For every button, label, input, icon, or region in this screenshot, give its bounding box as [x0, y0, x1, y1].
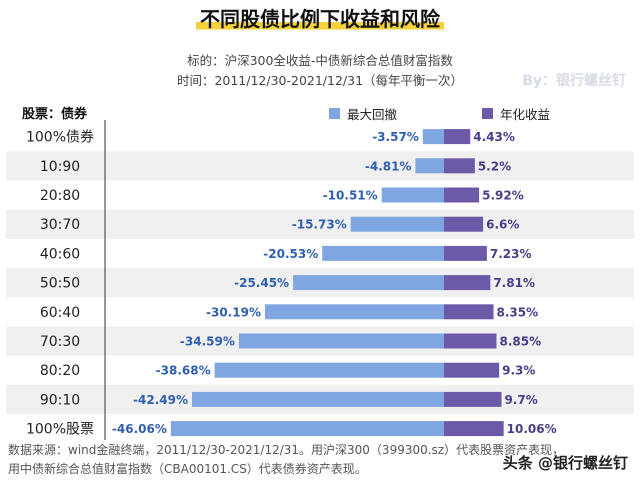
footnote-line-1: 数据来源：wind金融终端，2011/12/30-2021/12/31。用沪深3… — [8, 443, 565, 457]
return-value-label: 8.85% — [499, 335, 541, 349]
drawdown-value-label: -34.59% — [180, 335, 235, 349]
return-value-label: 5.92% — [482, 189, 524, 203]
drawdown-value-label: -15.73% — [292, 218, 347, 232]
drawdown-bar — [350, 216, 444, 232]
category-label: 100%债券 — [26, 130, 94, 146]
brand-credit: 头条 @银行螺丝钉 — [502, 454, 628, 472]
category-label: 40:60 — [40, 246, 80, 262]
return-bar — [444, 216, 484, 232]
drawdown-value-label: -3.57% — [372, 130, 419, 144]
drawdown-value-label: -46.06% — [112, 422, 167, 436]
drawdown-bar — [422, 129, 444, 145]
legend-item-return: 年化收益 — [482, 104, 550, 123]
drawdown-value-label: -25.45% — [234, 276, 289, 290]
legend-label-return: 年化收益 — [500, 107, 551, 122]
drawdown-bar — [264, 304, 444, 320]
drawdown-value-label: -10.51% — [323, 189, 378, 203]
legend-swatch-return — [482, 108, 493, 119]
legend-swatch-drawdown — [329, 108, 340, 119]
return-bar — [444, 129, 471, 145]
row-band — [6, 209, 634, 239]
return-value-label: 8.35% — [497, 305, 539, 319]
category-header: 股票：债券 — [22, 107, 88, 122]
return-bar — [444, 421, 504, 437]
return-value-label: 5.2% — [478, 159, 511, 173]
drawdown-bar — [214, 362, 444, 378]
drawdown-bar — [381, 187, 444, 203]
drawdown-value-label: -42.49% — [133, 393, 188, 407]
subtitle-line-2: 时间：2011/12/30-2021/12/31（每年平衡一次） — [176, 73, 464, 88]
category-label: 100%股票 — [26, 422, 94, 438]
return-value-label: 6.6% — [486, 218, 519, 232]
subtitle-line-1: 标的：沪深300全收益-中债新综合总值财富指数 — [187, 53, 453, 68]
category-label: 70:30 — [40, 334, 80, 350]
return-bar — [444, 187, 480, 203]
return-bar — [444, 245, 487, 261]
drawdown-bar — [322, 245, 444, 261]
return-value-label: 7.23% — [490, 247, 532, 261]
drawdown-value-label: -38.68% — [156, 364, 211, 378]
drawdown-bar — [293, 275, 444, 291]
return-bar — [444, 362, 500, 378]
return-bar — [444, 333, 497, 349]
category-label: 50:50 — [40, 276, 80, 292]
category-label: 30:70 — [40, 217, 80, 233]
legend-item-drawdown: 最大回撤 — [329, 104, 397, 123]
return-bar — [444, 304, 494, 320]
return-value-label: 9.3% — [502, 364, 535, 378]
chart-title: 不同股债比例下收益和风险 — [196, 6, 444, 32]
category-label: 20:80 — [40, 188, 80, 204]
drawdown-bar — [192, 391, 444, 407]
drawdown-value-label: -30.19% — [206, 305, 261, 319]
return-value-label: 7.81% — [493, 276, 535, 290]
drawdown-bar — [170, 421, 444, 437]
return-bar — [444, 158, 475, 174]
return-bar — [444, 275, 491, 291]
return-bar — [444, 391, 502, 407]
legend-label-drawdown: 最大回撤 — [347, 107, 398, 122]
drawdown-bar — [238, 333, 444, 349]
category-label: 90:10 — [40, 392, 80, 408]
drawdown-value-label: -4.81% — [365, 159, 412, 173]
category-label: 80:20 — [40, 363, 80, 379]
footnote-line-2: 用中债新综合总值财富指数（CBA00101.CS）代表债券资产表现。 — [8, 462, 367, 476]
title-container: 不同股债比例下收益和风险 — [0, 6, 640, 32]
return-value-label: 9.7% — [505, 393, 538, 407]
category-label: 60:40 — [40, 305, 80, 321]
return-value-label: 4.43% — [473, 130, 515, 144]
watermark: By：银行螺丝钉 — [522, 73, 626, 89]
drawdown-bar — [415, 158, 444, 174]
category-label: 10:90 — [40, 159, 80, 175]
row-band — [6, 151, 634, 181]
drawdown-value-label: -20.53% — [263, 247, 318, 261]
bar-chart: 100%债券 -3.57% 4.43% 10:90 -4.81% 5.2% 20:80 -10… — [6, 120, 634, 440]
return-value-label: 10.06% — [507, 422, 557, 436]
